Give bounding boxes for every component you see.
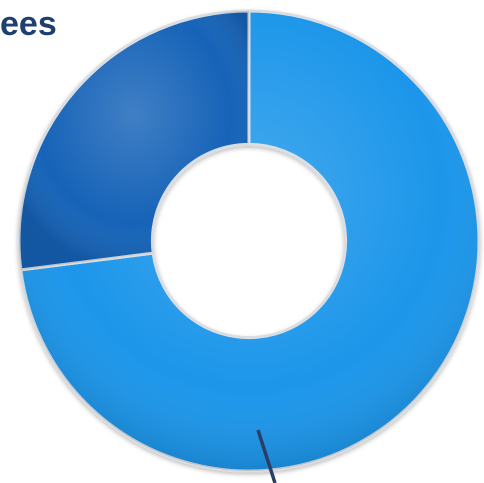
donut-slice-gloss-1 — [20, 11, 479, 471]
donut-slice-gloss-2 — [18, 11, 249, 270]
donut-gloss — [18, 11, 479, 471]
chart-title: ees — [0, 5, 57, 43]
leader-line — [256, 429, 277, 483]
